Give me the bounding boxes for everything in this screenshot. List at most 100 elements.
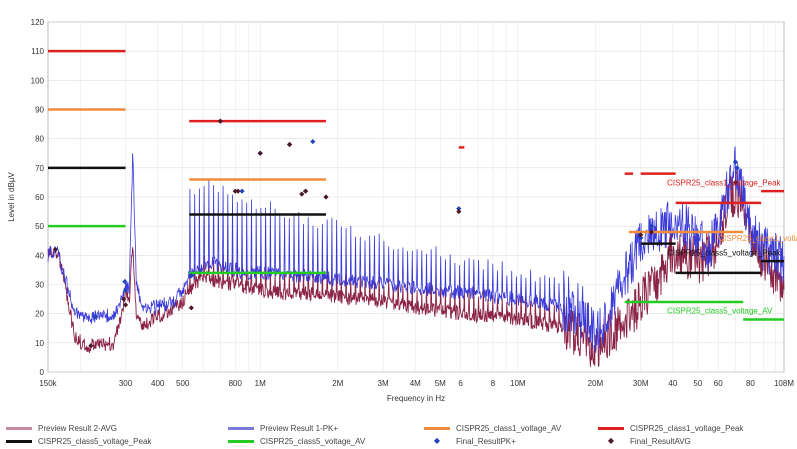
- marker-final-resultavg: [235, 188, 241, 194]
- legend-item-preview-result-1-pk: Preview Result 1-PK+: [228, 422, 338, 434]
- x-tick-label: 5M: [435, 379, 446, 388]
- y-tick-label: 30: [35, 281, 44, 290]
- legend-label: Preview Result 1-PK+: [260, 423, 339, 433]
- x-tick-label: 2M: [332, 379, 343, 388]
- y-tick-label: 10: [35, 339, 44, 348]
- x-tick-label: 800: [229, 379, 243, 388]
- marker-final-resultavg: [52, 246, 58, 253]
- legend-label: CISPR25_class1_voltage_AV: [456, 423, 562, 433]
- marker-final-resultavg: [299, 191, 305, 197]
- legend-label: Final_ResultAVG: [630, 436, 691, 446]
- annotation-label: CISPR25_class5_voltage_AV: [667, 307, 773, 316]
- legend-item-final-resultpk: ◆ Final_ResultPK+: [424, 435, 516, 447]
- legend-diamond-icon: ◆: [433, 436, 441, 445]
- legend-label: Final_ResultPK+: [456, 436, 516, 446]
- marker-final-resultavg: [302, 188, 309, 194]
- marker-final-resultpk: [239, 188, 245, 194]
- x-tick-label: 1M: [255, 379, 266, 388]
- x-tick-label: 60: [714, 379, 723, 388]
- annotation-label: CISPR25_class1_voltage_AV: [718, 234, 797, 243]
- x-tick-label: 300: [119, 379, 133, 388]
- result-markers: [52, 118, 740, 349]
- marker-final-resultpk: [122, 287, 129, 293]
- x-tick-label: 40: [668, 379, 677, 388]
- marker-final-resultavg: [648, 229, 654, 235]
- marker-final-resultavg: [188, 305, 194, 311]
- annotation-label: CISPR25_class1_voltage_Peak: [667, 178, 781, 187]
- x-tick-label: 30M: [633, 379, 649, 388]
- marker-final-resultpk: [310, 138, 316, 145]
- y-tick-labels: 0 10 20 30 40 50 60 70 80 90 100 110 120: [31, 18, 45, 377]
- marker-final-resultavg: [323, 194, 329, 200]
- y-tick-label: 90: [35, 106, 44, 115]
- y-tick-label: 80: [35, 135, 44, 144]
- x-tick-label: 10M: [510, 379, 526, 388]
- y-tick-label: 50: [35, 222, 44, 231]
- y-tick-label: 60: [35, 193, 44, 202]
- legend-item-final-resultavg: ◆ Final_ResultAVG: [598, 435, 691, 447]
- y-tick-label: 100: [31, 76, 45, 85]
- limit-lines: [48, 49, 784, 321]
- x-tick-label: 80: [746, 379, 755, 388]
- marker-final-resultpk: [122, 278, 128, 285]
- y-tick-label: 0: [40, 368, 45, 377]
- legend: Preview Result 2-AVG Preview Result 1-PK+…: [0, 420, 797, 449]
- marker-final-resultavg: [88, 343, 94, 349]
- marker-final-resultpk: [648, 223, 654, 229]
- marker-final-resultavg: [232, 188, 238, 194]
- marker-final-resultavg: [286, 141, 293, 148]
- x-tick-label: 108M: [774, 379, 794, 388]
- marker-final-resultavg: [456, 208, 462, 215]
- x-tick-label: 400: [151, 379, 165, 388]
- x-tick-labels: 150k 300 400 500 800 1M 2M 3M 4M 5M 6 8 10M 20M 30M 40 5…: [39, 379, 794, 388]
- marker-final-resultavg: [257, 150, 263, 156]
- legend-item-cispr25-class1-voltage-av: CISPR25_class1_voltage_AV: [424, 422, 561, 434]
- x-tick-label: 500: [176, 379, 190, 388]
- x-tick-label: 50: [693, 379, 702, 388]
- marker-final-resultavg: [122, 302, 129, 308]
- marker-final-resultavg: [121, 296, 127, 302]
- series-preview-result-1-pk: [47, 146, 785, 353]
- legend-item-preview-result-2-avg: Preview Result 2-AVG: [6, 422, 117, 434]
- legend-label: CISPR25_class5_voltage_AV: [260, 436, 366, 446]
- marker-final-resultpk: [93, 313, 99, 320]
- marker-final-resultpk: [732, 159, 739, 165]
- series-layer: [47, 146, 785, 367]
- legend-swatch: [228, 439, 254, 443]
- legend-swatch: [6, 426, 32, 430]
- marker-final-resultavg: [217, 118, 223, 124]
- legend-item-cispr25-class1-voltage-peak: CISPR25_class1_voltage_Peak: [598, 422, 743, 434]
- x-tick-label: 8: [491, 379, 496, 388]
- y-tick-label: 20: [35, 310, 44, 319]
- legend-swatch: [6, 439, 32, 443]
- legend-swatch: [424, 426, 450, 430]
- x-tick-label: 150k: [39, 379, 57, 388]
- marker-final-resultpk: [456, 206, 462, 212]
- marker-final-resultavg: [638, 232, 644, 238]
- legend-item-cispr25-class5-voltage-av: CISPR25_class5_voltage_AV: [228, 435, 365, 447]
- x-tick-label: 6: [458, 379, 463, 388]
- legend-label: CISPR25_class5_voltage_Peak: [38, 436, 152, 446]
- x-tick-label: 4M: [410, 379, 421, 388]
- y-axis-label: Level in dBµV: [7, 172, 16, 222]
- legend-label: Preview Result 2-AVG: [38, 423, 117, 433]
- marker-final-resultpk: [638, 235, 644, 241]
- marker-final-resultavg: [732, 179, 739, 186]
- series-preview-result-2-avg: [47, 169, 785, 367]
- x-axis-label: Frequency in Hz: [387, 394, 445, 403]
- legend-swatch: [228, 426, 254, 430]
- x-tick-label: 20M: [588, 379, 604, 388]
- marker-final-resultpk: [188, 273, 194, 279]
- annotations: CISPR25_class1_voltage_Peak CISPR25_class…: [667, 178, 797, 315]
- annotation-label: CISPR25_class5_voltage_Peak: [667, 248, 781, 257]
- legend-item-cispr25-class5-voltage-peak: CISPR25_class5_voltage_Peak: [6, 435, 151, 447]
- chart-svg: 0 10 20 30 40 50 60 70 80 90 100 110 120 150k 300 400 5…: [7, 18, 797, 403]
- legend-label: CISPR25_class1_voltage_Peak: [630, 423, 744, 433]
- y-tick-label: 40: [35, 251, 44, 260]
- marker-final-resultpk: [734, 165, 740, 171]
- legend-diamond-icon: ◆: [607, 436, 615, 445]
- y-tick-label: 120: [31, 18, 45, 27]
- legend-swatch: [598, 426, 624, 430]
- x-tick-label: 3M: [378, 379, 389, 388]
